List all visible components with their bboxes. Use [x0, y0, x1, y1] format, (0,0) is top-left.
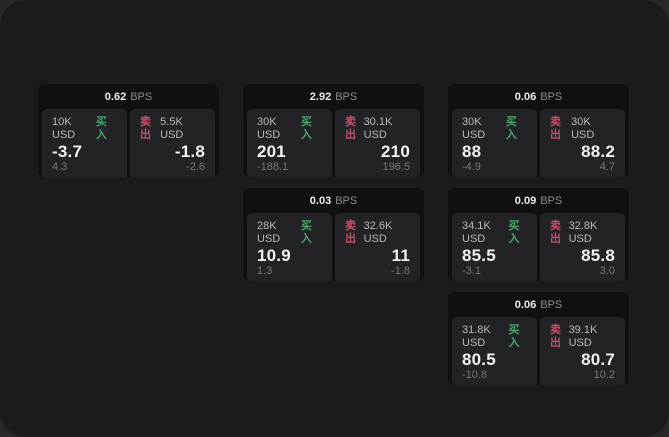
sell-label: 卖出: [550, 220, 561, 245]
buy-amount: 10K USD: [52, 116, 76, 141]
sell-amount: 5.5K USD: [160, 116, 184, 141]
sell-label: 卖出: [345, 116, 356, 141]
sell-price: 88.2: [581, 142, 615, 161]
buy-delta: -10.8: [462, 369, 488, 381]
quote-panels: 34.1K USD 买入 85.5 -3.1 卖出 32.8K USD 85.8…: [448, 213, 629, 281]
sell-panel[interactable]: 卖出 5.5K USD -1.8 -2.6: [130, 109, 215, 177]
buy-amount: 30K USD: [462, 116, 486, 141]
sell-panel[interactable]: 卖出 30.1K USD 210 196.5: [335, 109, 420, 177]
sell-label: 卖出: [550, 116, 561, 141]
bps-unit-label: BPS: [540, 194, 563, 207]
buy-price: 88: [462, 142, 482, 161]
bps-unit-label: BPS: [540, 298, 563, 311]
quote-panels: 30K USD 买入 88 -4.9 卖出 30K USD 88.2 4.7: [448, 109, 629, 177]
sell-price: 11: [391, 246, 410, 265]
sell-panel[interactable]: 卖出 30K USD 88.2 4.7: [540, 109, 625, 177]
buy-delta: 4.3: [52, 161, 68, 173]
buy-amount: 30K USD: [257, 116, 281, 141]
buy-panel[interactable]: 28K USD 买入 10.9 1.3: [247, 213, 332, 281]
sell-delta: -2.6: [186, 161, 205, 173]
buy-label: 买入: [95, 116, 107, 141]
quote-panels: 28K USD 买入 10.9 1.3 卖出 32.6K USD 11 -1.8: [243, 213, 424, 281]
card-header: 0.62 BPS: [38, 84, 219, 109]
cards-grid: 0.62 BPS 10K USD 买入 -3.7 4.3 卖出 5.5K USD…: [38, 84, 629, 385]
quote-card: 0.03 BPS 28K USD 买入 10.9 1.3 卖出 32.6K US…: [243, 188, 424, 281]
buy-panel[interactable]: 31.8K USD 买入 80.5 -10.8: [452, 317, 537, 385]
bps-value: 0.03: [309, 194, 332, 207]
sell-amount: 32.8K USD: [568, 220, 598, 245]
sell-price: -1.8: [174, 142, 205, 161]
buy-delta: -4.9: [462, 161, 481, 173]
quote-card: 0.09 BPS 34.1K USD 买入 85.5 -3.1 卖出 32.8K…: [448, 188, 629, 281]
sell-delta: -1.8: [391, 265, 410, 277]
bps-unit-label: BPS: [540, 90, 563, 103]
buy-label: 买入: [505, 116, 517, 141]
buy-panel[interactable]: 30K USD 买入 88 -4.9: [452, 109, 537, 177]
buy-price: 10.9: [257, 246, 291, 265]
card-header: 0.03 BPS: [243, 188, 424, 213]
buy-delta: -188.1: [257, 161, 289, 173]
buy-amount: 28K USD: [257, 220, 281, 245]
buy-amount: 34.1K USD: [462, 220, 491, 245]
buy-delta: -3.1: [462, 265, 481, 277]
sell-panel[interactable]: 卖出 32.8K USD 85.8 3.0: [540, 213, 625, 281]
buy-label: 买入: [300, 116, 312, 141]
card-header: 0.09 BPS: [448, 188, 629, 213]
sell-panel[interactable]: 卖出 32.6K USD 11 -1.8: [335, 213, 420, 281]
buy-panel[interactable]: 34.1K USD 买入 85.5 -3.1: [452, 213, 537, 281]
quote-card: 0.06 BPS 30K USD 买入 88 -4.9 卖出 30K USD 8…: [448, 84, 629, 177]
sell-amount: 39.1K USD: [568, 324, 598, 349]
buy-label: 买入: [300, 220, 312, 245]
bps-unit-label: BPS: [335, 90, 358, 103]
buy-panel[interactable]: 30K USD 买入 201 -188.1: [247, 109, 332, 177]
quote-panels: 30K USD 买入 201 -188.1 卖出 30.1K USD 210 1…: [243, 109, 424, 177]
buy-label: 买入: [508, 220, 520, 245]
quote-panels: 10K USD 买入 -3.7 4.3 卖出 5.5K USD -1.8 -2.…: [38, 109, 219, 177]
bps-value: 0.62: [104, 90, 127, 103]
sell-price: 210: [381, 142, 410, 161]
buy-delta: 1.3: [257, 265, 273, 277]
sell-price: 85.8: [581, 246, 615, 265]
sell-amount: 30.1K USD: [363, 116, 393, 141]
bps-value: 0.06: [514, 298, 537, 311]
card-header: 0.06 BPS: [448, 84, 629, 109]
quote-card: 0.06 BPS 31.8K USD 买入 80.5 -10.8 卖出 39.1…: [448, 292, 629, 385]
bps-value: 0.06: [514, 90, 537, 103]
buy-amount: 31.8K USD: [462, 324, 491, 349]
sell-label: 卖出: [550, 324, 561, 349]
quote-panels: 31.8K USD 买入 80.5 -10.8 卖出 39.1K USD 80.…: [448, 317, 629, 385]
bps-value: 0.09: [514, 194, 537, 207]
sell-delta: 4.7: [599, 161, 615, 173]
sell-delta: 196.5: [382, 161, 410, 173]
sell-delta: 10.2: [593, 369, 615, 381]
sell-panel[interactable]: 卖出 39.1K USD 80.7 10.2: [540, 317, 625, 385]
card-header: 0.06 BPS: [448, 292, 629, 317]
bps-value: 2.92: [309, 90, 332, 103]
quote-card: 0.62 BPS 10K USD 买入 -3.7 4.3 卖出 5.5K USD…: [38, 84, 219, 177]
buy-price: 85.5: [462, 246, 496, 265]
sell-delta: 3.0: [599, 265, 615, 277]
card-header: 2.92 BPS: [243, 84, 424, 109]
bps-unit-label: BPS: [130, 90, 153, 103]
sell-amount: 30K USD: [571, 116, 595, 141]
buy-price: 80.5: [462, 350, 496, 369]
sell-price: 80.7: [581, 350, 615, 369]
buy-panel[interactable]: 10K USD 买入 -3.7 4.3: [42, 109, 127, 177]
quote-card: 2.92 BPS 30K USD 买入 201 -188.1 卖出 30.1K …: [243, 84, 424, 177]
buy-price: -3.7: [52, 142, 83, 161]
buy-price: 201: [257, 142, 286, 161]
buy-label: 买入: [508, 324, 520, 349]
sell-amount: 32.6K USD: [363, 220, 393, 245]
sell-label: 卖出: [345, 220, 356, 245]
sell-label: 卖出: [140, 116, 151, 141]
bps-unit-label: BPS: [335, 194, 358, 207]
